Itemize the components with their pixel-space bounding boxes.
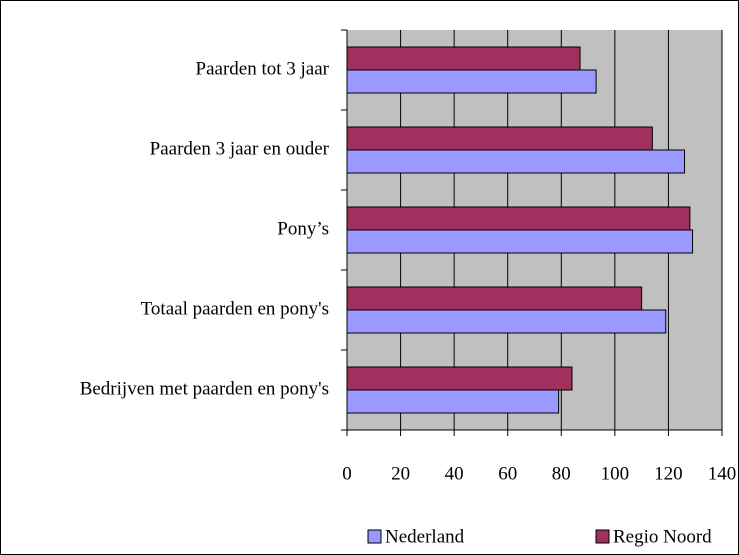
bar <box>346 366 573 391</box>
bar <box>346 309 667 334</box>
x-tick-label: 140 <box>708 463 737 484</box>
bar <box>346 229 694 254</box>
x-tick-label: 120 <box>654 463 683 484</box>
y-tick-label: Paarden 3 jaar en ouder <box>150 138 330 159</box>
bar <box>346 149 685 174</box>
y-tick-label: Bedrijven met paarden en pony's <box>80 378 329 399</box>
bar <box>346 126 653 151</box>
y-tick-label: Paarden tot 3 jaar <box>196 58 330 79</box>
x-tick-label: 100 <box>601 463 630 484</box>
legend-label: Nederland <box>385 526 465 547</box>
bar <box>346 286 643 311</box>
legend-label: Regio Noord <box>613 526 712 547</box>
legend-swatch <box>367 529 382 544</box>
bar <box>346 389 560 414</box>
x-tick-label: 80 <box>552 463 571 484</box>
x-tick-label: 60 <box>498 463 517 484</box>
legend-swatch <box>595 529 610 544</box>
x-tick-label: 20 <box>391 463 410 484</box>
bar <box>346 46 581 71</box>
x-tick-label: 40 <box>445 463 464 484</box>
bar <box>346 206 691 231</box>
x-tick-label: 0 <box>342 463 352 484</box>
y-tick-label: Pony’s <box>277 218 329 239</box>
y-tick-label: Totaal paarden en pony's <box>141 298 329 319</box>
bar <box>346 69 597 94</box>
